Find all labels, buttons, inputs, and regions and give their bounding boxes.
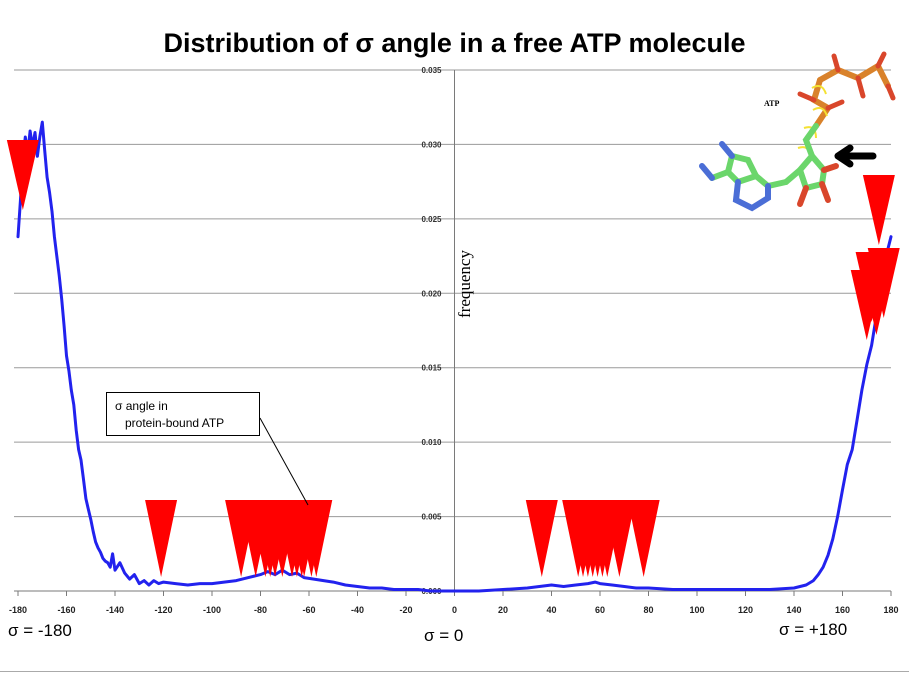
x-tick-label: -80 (254, 605, 267, 615)
x-tick-label: -180 (9, 605, 27, 615)
x-tick-label: 80 (643, 605, 653, 615)
x-tick-label: 140 (786, 605, 801, 615)
bound-atp-marker (862, 175, 895, 245)
callout-line-1: σ angle in (115, 399, 168, 413)
callout-line-2: protein-bound ATP (125, 416, 225, 430)
callout-box: σ angle in protein-bound ATP (106, 392, 260, 436)
y-tick-label: 0.010 (421, 438, 442, 447)
x-tick-label: -100 (203, 605, 221, 615)
x-tick-label: 160 (835, 605, 850, 615)
bound-atp-marker (525, 500, 558, 577)
arrow-icon (834, 144, 877, 168)
phosphate-groups (797, 51, 896, 129)
y-tick-label: 0.030 (421, 140, 442, 149)
x-tick-label: 60 (595, 605, 605, 615)
y-tick-label: 0.005 (421, 513, 442, 522)
x-tick-label: 120 (738, 605, 753, 615)
sigma-center-label: σ = 0 (424, 626, 464, 645)
x-tick-label: 180 (883, 605, 898, 615)
ribose-sugar (783, 123, 839, 207)
x-tick-label: -140 (106, 605, 124, 615)
atp-structure-image: ATP (699, 51, 896, 212)
bound-atp-marker (850, 270, 883, 340)
bound-atp-marker (603, 500, 636, 577)
x-tick-label: -120 (154, 605, 172, 615)
x-tick-labels: -180 -160 -140 -120 -100 -80 -60 -40 -20 0 20 40 60 8… (9, 605, 899, 615)
sigma-right-label: σ = +180 (779, 620, 848, 639)
x-tick-label: 100 (689, 605, 704, 615)
series-layer (16, 120, 893, 593)
sigma-left-label: σ = -180 (8, 621, 72, 640)
atp-inset-label: ATP (764, 99, 780, 108)
bound-atp-markers (6, 140, 900, 577)
y-tick-label: 0.035 (421, 66, 442, 75)
x-tick-label: -40 (351, 605, 364, 615)
adenine-base (699, 141, 789, 212)
bound-atp-marker (300, 500, 333, 577)
y-axis-label: frequency (455, 250, 474, 318)
x-tick-label: 40 (546, 605, 556, 615)
y-tick-label: 0.015 (421, 364, 442, 373)
bound-atp-marker (627, 500, 660, 577)
x-tick-label: -160 (57, 605, 75, 615)
x-tick-label: -60 (302, 605, 315, 615)
chart-title: Distribution of σ angle in a free ATP mo… (163, 28, 746, 58)
y-tick-label: 0.025 (421, 215, 442, 224)
y-tick-label: 0.020 (421, 289, 442, 298)
callout-leader-line (259, 417, 309, 506)
x-tick-label: 0 (452, 605, 457, 615)
slide-bottom-rule (0, 671, 909, 672)
x-tick-label: 20 (498, 605, 508, 615)
distribution-line (16, 120, 893, 593)
x-tick-label: -20 (399, 605, 412, 615)
bound-atp-marker (6, 140, 39, 210)
bound-atp-marker (145, 500, 178, 577)
